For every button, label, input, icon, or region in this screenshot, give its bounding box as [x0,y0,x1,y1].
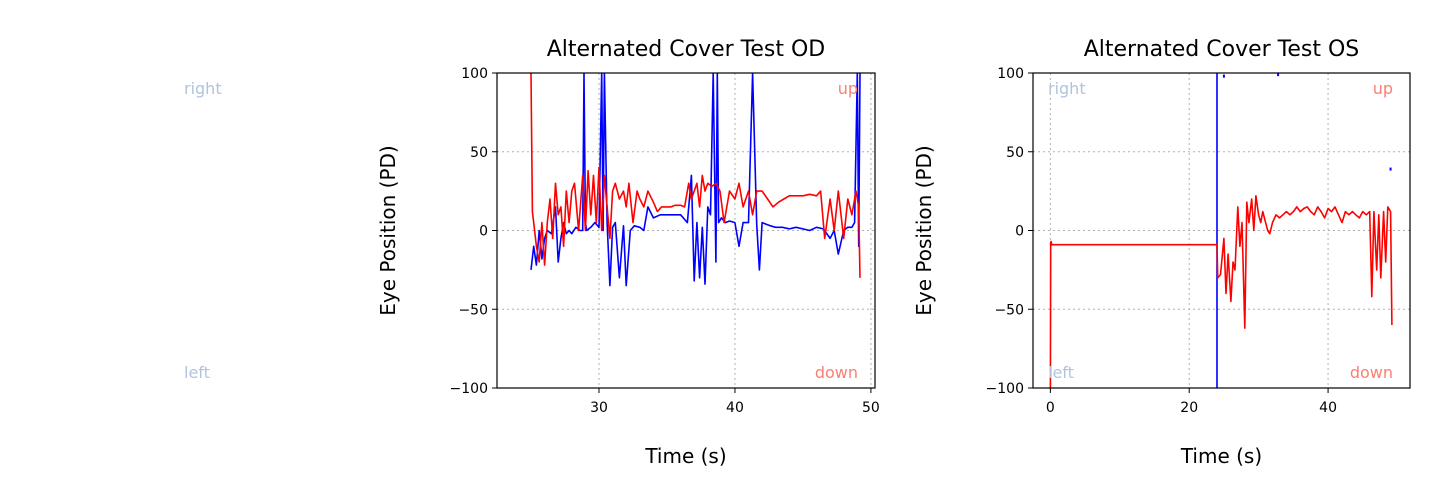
od-series-line-1 [530,73,861,278]
os-series-line-1 [1049,195,1393,388]
os-up-label: up [1373,79,1393,98]
os-ticks: 0 20 40 −100 −50 0 50 100 [986,66,1337,416]
od-down-label: down [815,363,858,382]
od-x-tick-label: 50 [862,400,880,416]
od-y-tick-label: 100 [461,66,488,82]
os-series [1049,73,1393,388]
os-x-tick-label: 40 [1319,400,1337,416]
os-chart-title: Alternated Cover Test OS [1084,37,1360,62]
os-x-tick-label: 20 [1180,400,1198,416]
os-y-tick-label: 0 [1015,224,1024,240]
od-series-line-0 [530,73,861,287]
floating-left-label: left [184,363,210,382]
os-grid [1033,72,1410,389]
floating-right-label: right [184,79,222,98]
os-left-label: left [1048,363,1074,382]
od-y-tick-label: 50 [470,145,488,161]
os-y-tick-label: −50 [994,302,1024,318]
od-x-axis-label: Time (s) [644,444,726,468]
od-ticks: 30 40 50 −100 −50 0 50 100 [450,66,880,416]
od-y-tick-label: 0 [479,224,488,240]
od-chart-title: Alternated Cover Test OD [547,37,826,62]
os-x-tick-label: 0 [1046,400,1055,416]
os-y-axis-label: Eye Position (PD) [912,145,936,315]
os-series-dot [1277,73,1280,77]
os-series-dot [1222,74,1225,78]
od-x-tick-label: 40 [726,400,744,416]
od-y-tick-label: −100 [450,381,488,397]
os-series-dot [1389,167,1392,171]
os-down-label: down [1350,363,1393,382]
od-series [530,73,861,287]
os-chart-panel: 0 20 40 −100 −50 0 50 100 Alternated Cover Test… [912,37,1411,468]
os-y-tick-label: 100 [997,66,1024,82]
os-y-tick-label: 50 [1006,145,1024,161]
os-y-tick-label: −100 [986,381,1024,397]
od-up-label: up [838,79,858,98]
od-y-tick-label: −50 [458,302,488,318]
os-x-axis-label: Time (s) [1180,444,1262,468]
od-y-axis-label: Eye Position (PD) [376,145,400,315]
od-chart-panel: 30 40 50 −100 −50 0 50 100 Alternated Cover Tes… [376,37,880,468]
os-right-label: right [1048,79,1086,98]
od-x-tick-label: 30 [590,400,608,416]
